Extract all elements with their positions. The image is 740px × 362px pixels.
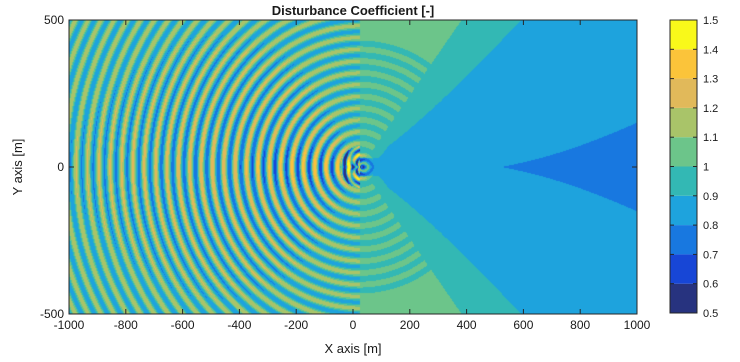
x-tick-label: 1000: [624, 318, 651, 332]
colorbar-tick-label: 0.9: [703, 191, 718, 203]
colorbar-tick-label: 1.3: [703, 74, 718, 86]
colorbar-tick-label: 0.5: [703, 308, 718, 320]
colorbar-level: [670, 137, 697, 167]
colorbar-ticks: 1.5 1.4 1.3 1.2 1.1 1 0.9 0.8 0.7 0.6 0.5: [670, 15, 718, 320]
x-tick-label: 0: [350, 318, 357, 332]
colorbar-tick-label: 0.8: [703, 220, 718, 232]
colorbar-tick-label: 1.5: [703, 15, 718, 27]
colorbar-tick-label: 0.7: [703, 249, 718, 261]
x-axis-label: X axis [m]: [324, 341, 381, 356]
colorbar-level: [670, 20, 697, 50]
x-tick-label: 800: [570, 318, 590, 332]
colorbar-tick-label: 0.6: [703, 279, 718, 291]
colorbar-level: [670, 78, 697, 108]
colorbar-level: [670, 283, 697, 313]
colorbar-tick-label: 1.2: [703, 103, 718, 115]
y-axis: 500 0 -500: [40, 13, 637, 321]
colorbar-level: [670, 225, 697, 255]
colorbar-level: [670, 195, 697, 226]
chart-title: Disturbance Coefficient [-]: [272, 3, 435, 18]
colorbar-level: [670, 107, 697, 138]
x-tick-label: -200: [284, 318, 308, 332]
x-tick-label: -600: [171, 318, 195, 332]
colorbar-tick-label: 1.4: [703, 44, 718, 56]
x-tick-label: -800: [114, 318, 138, 332]
colorbar-tick-label: 1.1: [703, 132, 718, 144]
colorbar-tick-label: 1: [703, 162, 709, 174]
colorbar-level: [670, 49, 697, 79]
y-axis-label: Y axis [m]: [10, 139, 25, 196]
y-tick-label: -500: [40, 307, 64, 321]
y-tick-label: 0: [57, 160, 64, 174]
x-tick-label: 200: [400, 318, 420, 332]
colorbar-level: [670, 166, 697, 196]
heatmap-area: [69, 20, 637, 314]
x-tick-label: 400: [457, 318, 477, 332]
colorbar: [670, 20, 697, 313]
x-tick-label: -1000: [54, 318, 85, 332]
heatmap-image: [69, 20, 637, 314]
colorbar-level: [670, 254, 697, 284]
y-tick-label: 500: [44, 13, 64, 27]
x-tick-label: 600: [513, 318, 533, 332]
x-axis: -1000 -800 -600 -400 -200 0 200 400 600 800 1000: [54, 20, 651, 332]
x-tick-label: -400: [227, 318, 251, 332]
